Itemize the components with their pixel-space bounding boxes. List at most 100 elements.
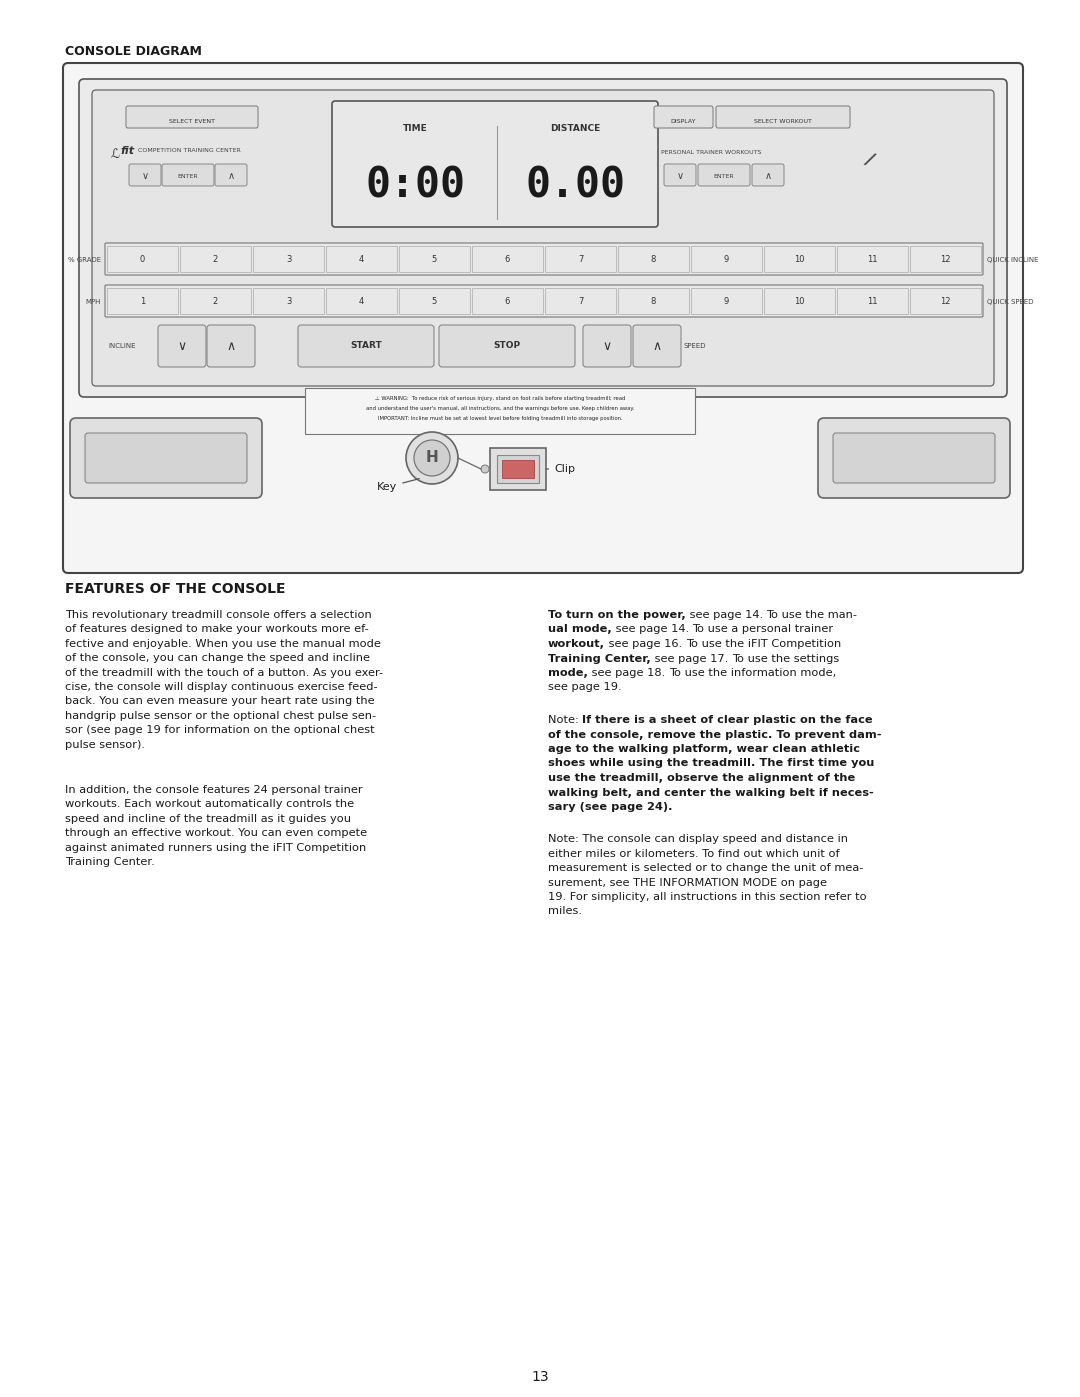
Text: H: H bbox=[426, 450, 438, 465]
FancyBboxPatch shape bbox=[207, 326, 255, 367]
FancyBboxPatch shape bbox=[298, 326, 434, 367]
Text: SELECT WORKOUT: SELECT WORKOUT bbox=[754, 119, 812, 124]
Bar bbox=[691, 288, 762, 314]
Bar bbox=[472, 246, 543, 272]
Text: This revolutionary treadmill console offers a selection
of features designed to : This revolutionary treadmill console off… bbox=[65, 610, 383, 750]
Text: 1: 1 bbox=[140, 298, 145, 306]
Text: Note: The console can display speed and distance in
either miles or kilometers. : Note: The console can display speed and … bbox=[548, 834, 866, 916]
FancyBboxPatch shape bbox=[105, 243, 983, 275]
Bar bbox=[837, 288, 908, 314]
Text: INCLINE: INCLINE bbox=[108, 344, 135, 349]
Bar bbox=[305, 388, 696, 434]
Bar bbox=[910, 246, 981, 272]
Text: 9: 9 bbox=[724, 298, 729, 306]
Text: 4: 4 bbox=[359, 256, 364, 264]
Text: and understand the user's manual, all instructions, and the warnings before use.: and understand the user's manual, all in… bbox=[366, 407, 634, 411]
Text: 8: 8 bbox=[651, 256, 657, 264]
Bar bbox=[502, 460, 534, 478]
Text: see page 17.: see page 17. bbox=[651, 654, 731, 664]
Text: 7: 7 bbox=[578, 298, 583, 306]
Text: walking belt, and center the walking belt if neces-: walking belt, and center the walking bel… bbox=[548, 788, 874, 798]
FancyBboxPatch shape bbox=[752, 163, 784, 186]
Text: use the treadmill, observe the alignment of the: use the treadmill, observe the alignment… bbox=[548, 773, 855, 782]
Text: To use a personal trainer: To use a personal trainer bbox=[692, 624, 834, 634]
Bar bbox=[618, 288, 689, 314]
FancyBboxPatch shape bbox=[85, 433, 247, 483]
Text: If there is a sheet of clear plastic on the face: If there is a sheet of clear plastic on … bbox=[582, 715, 873, 725]
FancyBboxPatch shape bbox=[438, 326, 575, 367]
Text: TIME: TIME bbox=[403, 124, 428, 133]
Text: age to the walking platform, wear clean athletic: age to the walking platform, wear clean … bbox=[548, 745, 860, 754]
Text: 4: 4 bbox=[359, 298, 364, 306]
FancyBboxPatch shape bbox=[63, 63, 1023, 573]
Bar bbox=[764, 246, 835, 272]
Text: 3: 3 bbox=[286, 298, 292, 306]
Bar bbox=[490, 448, 546, 490]
Text: Clip: Clip bbox=[546, 464, 575, 474]
Text: ∨: ∨ bbox=[141, 170, 149, 182]
Text: 9: 9 bbox=[724, 256, 729, 264]
FancyBboxPatch shape bbox=[654, 106, 713, 129]
Text: 2: 2 bbox=[213, 256, 218, 264]
Bar bbox=[326, 288, 397, 314]
Text: see page 18.: see page 18. bbox=[588, 668, 669, 678]
FancyBboxPatch shape bbox=[158, 326, 206, 367]
Bar bbox=[545, 288, 616, 314]
FancyBboxPatch shape bbox=[92, 89, 994, 386]
Text: Note:: Note: bbox=[548, 715, 582, 725]
Text: CONSOLE DIAGRAM: CONSOLE DIAGRAM bbox=[65, 45, 202, 59]
Bar bbox=[399, 288, 470, 314]
Text: mode,: mode, bbox=[548, 668, 588, 678]
Bar bbox=[399, 246, 470, 272]
Text: 0: 0 bbox=[140, 256, 145, 264]
Text: Training Center,: Training Center, bbox=[548, 654, 651, 664]
FancyBboxPatch shape bbox=[129, 163, 161, 186]
Text: /: / bbox=[864, 149, 876, 168]
Text: see page 19.: see page 19. bbox=[548, 683, 622, 693]
Text: ∧: ∧ bbox=[652, 339, 662, 352]
FancyBboxPatch shape bbox=[215, 163, 247, 186]
Text: see page 14.: see page 14. bbox=[686, 610, 767, 620]
Text: 10: 10 bbox=[794, 256, 805, 264]
Text: FEATURES OF THE CONSOLE: FEATURES OF THE CONSOLE bbox=[65, 583, 285, 597]
Text: 6: 6 bbox=[504, 298, 510, 306]
Text: of the console, remove the plastic. To prevent dam-: of the console, remove the plastic. To p… bbox=[548, 729, 881, 739]
Text: SELECT EVENT: SELECT EVENT bbox=[168, 119, 215, 124]
Text: To use the iFIT Competition: To use the iFIT Competition bbox=[686, 638, 841, 650]
Text: In addition, the console features 24 personal trainer
workouts. Each workout aut: In addition, the console features 24 per… bbox=[65, 785, 367, 868]
FancyBboxPatch shape bbox=[105, 285, 983, 317]
Text: START: START bbox=[350, 341, 382, 351]
Circle shape bbox=[406, 432, 458, 483]
Text: 5: 5 bbox=[432, 256, 437, 264]
Text: SPEED: SPEED bbox=[684, 344, 706, 349]
Circle shape bbox=[481, 465, 489, 474]
Text: 3: 3 bbox=[286, 256, 292, 264]
Text: MPH: MPH bbox=[85, 299, 102, 305]
Text: workout,: workout, bbox=[548, 638, 605, 650]
Bar bbox=[764, 288, 835, 314]
Text: see page 16.: see page 16. bbox=[605, 638, 686, 650]
Text: 0:00: 0:00 bbox=[365, 165, 465, 207]
Text: To turn on the power,: To turn on the power, bbox=[548, 610, 686, 620]
FancyBboxPatch shape bbox=[79, 80, 1007, 397]
Text: 13: 13 bbox=[531, 1370, 549, 1384]
Text: 10: 10 bbox=[794, 298, 805, 306]
Text: shoes while using the treadmill. The first time you: shoes while using the treadmill. The fir… bbox=[548, 759, 875, 768]
FancyBboxPatch shape bbox=[633, 326, 681, 367]
Bar bbox=[545, 246, 616, 272]
Text: ENTER: ENTER bbox=[714, 173, 734, 179]
Text: 6: 6 bbox=[504, 256, 510, 264]
Text: To use the settings: To use the settings bbox=[731, 654, 839, 664]
Bar bbox=[497, 455, 539, 483]
Text: ∧: ∧ bbox=[765, 170, 771, 182]
Bar bbox=[837, 246, 908, 272]
FancyBboxPatch shape bbox=[126, 106, 258, 129]
Text: IMPORTANT: Incline must be set at lowest level before folding treadmill into sto: IMPORTANT: Incline must be set at lowest… bbox=[378, 416, 622, 420]
Circle shape bbox=[414, 440, 450, 476]
Text: To use the information mode,: To use the information mode, bbox=[669, 668, 836, 678]
Text: ∨: ∨ bbox=[676, 170, 684, 182]
Bar bbox=[691, 246, 762, 272]
Bar bbox=[180, 288, 251, 314]
Bar bbox=[180, 246, 251, 272]
Text: 11: 11 bbox=[867, 256, 878, 264]
